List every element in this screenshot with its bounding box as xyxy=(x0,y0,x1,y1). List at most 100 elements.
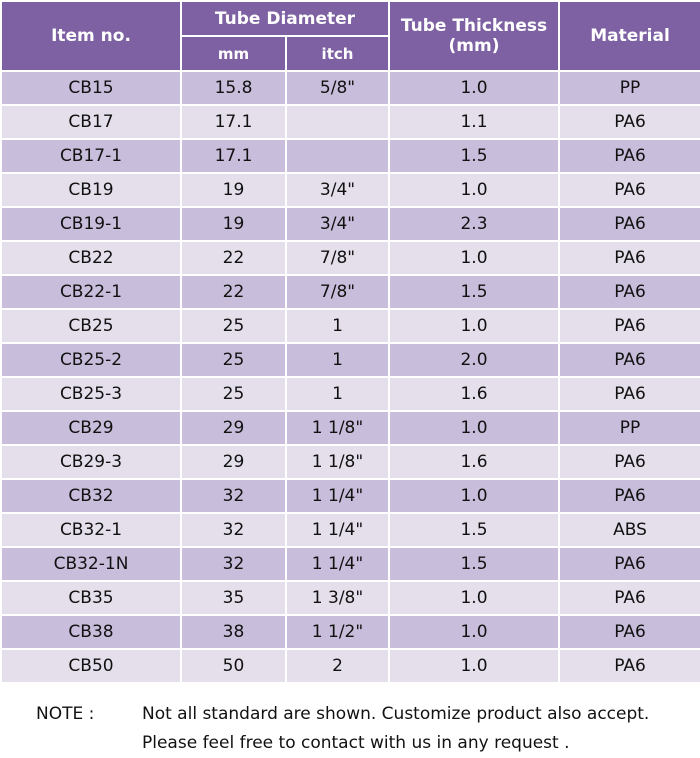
header-material: Material xyxy=(558,0,700,72)
material: PP xyxy=(558,70,700,106)
diameter-mm: 32 xyxy=(180,478,287,514)
thickness: 2.3 xyxy=(388,206,560,242)
item-no: CB50 xyxy=(0,648,182,684)
item-no: CB22 xyxy=(0,240,182,276)
table-row: CB25-2 25 1 2.0 PA6 xyxy=(0,342,700,378)
note-line: Please feel free to contact with us in a… xyxy=(142,733,570,753)
material: ABS xyxy=(558,512,700,548)
table-row: CB50 50 2 1.0 PA6 xyxy=(0,648,700,684)
diameter-mm: 38 xyxy=(180,614,287,650)
table-row: CB29-3 29 1 1/8" 1.6 PA6 xyxy=(0,444,700,480)
table-row: CB25-3 25 1 1.6 PA6 xyxy=(0,376,700,412)
thickness: 1.0 xyxy=(388,648,560,684)
item-no: CB17-1 xyxy=(0,138,182,174)
material: PA6 xyxy=(558,478,700,514)
table-body: CB15 15.8 5/8" 1.0 PP CB17 17.1 1.1 PA6 CB17-1 17.… xyxy=(0,70,700,684)
table-row: CB32-1N 32 1 1/4" 1.5 PA6 xyxy=(0,546,700,582)
thickness: 1.5 xyxy=(388,138,560,174)
thickness: 1.6 xyxy=(388,444,560,480)
header-thickness: Tube Thickness (mm) xyxy=(388,0,560,72)
thickness: 1.0 xyxy=(388,614,560,650)
item-no: CB29 xyxy=(0,410,182,446)
table-row: CB22-1 22 7/8" 1.5 PA6 xyxy=(0,274,700,310)
table-row: CB32 32 1 1/4" 1.0 PA6 xyxy=(0,478,700,514)
item-no: CB32 xyxy=(0,478,182,514)
header-mm: mm xyxy=(180,35,287,72)
table-row: CB32-1 32 1 1/4" 1.5 ABS xyxy=(0,512,700,548)
item-no: CB15 xyxy=(0,70,182,106)
thickness: 1.0 xyxy=(388,410,560,446)
table-row: CB17-1 17.1 1.5 PA6 xyxy=(0,138,700,174)
header-diameter: Tube Diameter xyxy=(180,0,390,37)
item-no: CB19 xyxy=(0,172,182,208)
diameter-mm: 25 xyxy=(180,308,287,344)
diameter-mm: 25 xyxy=(180,376,287,412)
material: PP xyxy=(558,410,700,446)
diameter-mm: 22 xyxy=(180,240,287,276)
diameter-inch: 5/8" xyxy=(285,70,390,106)
diameter-mm: 17.1 xyxy=(180,138,287,174)
diameter-inch: 7/8" xyxy=(285,240,390,276)
diameter-mm: 25 xyxy=(180,342,287,378)
table-row: CB22 22 7/8" 1.0 PA6 xyxy=(0,240,700,276)
material: PA6 xyxy=(558,614,700,650)
diameter-inch: 1 xyxy=(285,308,390,344)
thickness: 1.5 xyxy=(388,512,560,548)
material: PA6 xyxy=(558,376,700,412)
item-no: CB19-1 xyxy=(0,206,182,242)
table-row: CB35 35 1 3/8" 1.0 PA6 xyxy=(0,580,700,616)
diameter-inch: 1 1/4" xyxy=(285,512,390,548)
diameter-inch: 1 xyxy=(285,376,390,412)
table-row: CB29 29 1 1/8" 1.0 PP xyxy=(0,410,700,446)
material: PA6 xyxy=(558,206,700,242)
diameter-mm: 32 xyxy=(180,512,287,548)
table-row: CB19-1 19 3/4" 2.3 PA6 xyxy=(0,206,700,242)
diameter-mm: 15.8 xyxy=(180,70,287,106)
item-no: CB29-3 xyxy=(0,444,182,480)
item-no: CB25-3 xyxy=(0,376,182,412)
header-thickness-line: (mm) xyxy=(448,36,500,56)
diameter-inch: 1 xyxy=(285,342,390,378)
diameter-inch: 3/4" xyxy=(285,206,390,242)
thickness: 1.0 xyxy=(388,308,560,344)
thickness: 1.1 xyxy=(388,104,560,140)
diameter-inch xyxy=(285,104,390,140)
thickness: 1.0 xyxy=(388,240,560,276)
diameter-mm: 19 xyxy=(180,206,287,242)
thickness: 2.0 xyxy=(388,342,560,378)
diameter-inch xyxy=(285,138,390,174)
product-table: Item no. Tube Diameter Tube Thickness (mm… xyxy=(0,0,700,684)
diameter-mm: 19 xyxy=(180,172,287,208)
note: NOTE : Not all standard are shown. Custo… xyxy=(0,684,700,758)
thickness: 1.6 xyxy=(388,376,560,412)
header-thickness-line: Tube Thickness xyxy=(400,16,548,36)
material: PA6 xyxy=(558,172,700,208)
header-item: Item no. xyxy=(0,0,182,72)
item-no: CB22-1 xyxy=(0,274,182,310)
diameter-mm: 29 xyxy=(180,410,287,446)
material: PA6 xyxy=(558,274,700,310)
diameter-inch: 1 3/8" xyxy=(285,580,390,616)
diameter-inch: 1 1/4" xyxy=(285,546,390,582)
note-line: Not all standard are shown. Customize pr… xyxy=(142,704,650,724)
diameter-mm: 29 xyxy=(180,444,287,480)
thickness: 1.0 xyxy=(388,580,560,616)
table-row: CB25 25 1 1.0 PA6 xyxy=(0,308,700,344)
item-no: CB25 xyxy=(0,308,182,344)
material: PA6 xyxy=(558,580,700,616)
diameter-inch: 2 xyxy=(285,648,390,684)
material: PA6 xyxy=(558,240,700,276)
thickness: 1.0 xyxy=(388,70,560,106)
header-inch: itch xyxy=(285,35,390,72)
material: PA6 xyxy=(558,138,700,174)
item-no: CB25-2 xyxy=(0,342,182,378)
diameter-mm: 50 xyxy=(180,648,287,684)
note-label: NOTE : xyxy=(36,704,95,724)
diameter-inch: 1 1/8" xyxy=(285,444,390,480)
material: PA6 xyxy=(558,342,700,378)
thickness: 1.0 xyxy=(388,172,560,208)
diameter-mm: 22 xyxy=(180,274,287,310)
diameter-inch: 1 1/4" xyxy=(285,478,390,514)
thickness: 1.5 xyxy=(388,274,560,310)
